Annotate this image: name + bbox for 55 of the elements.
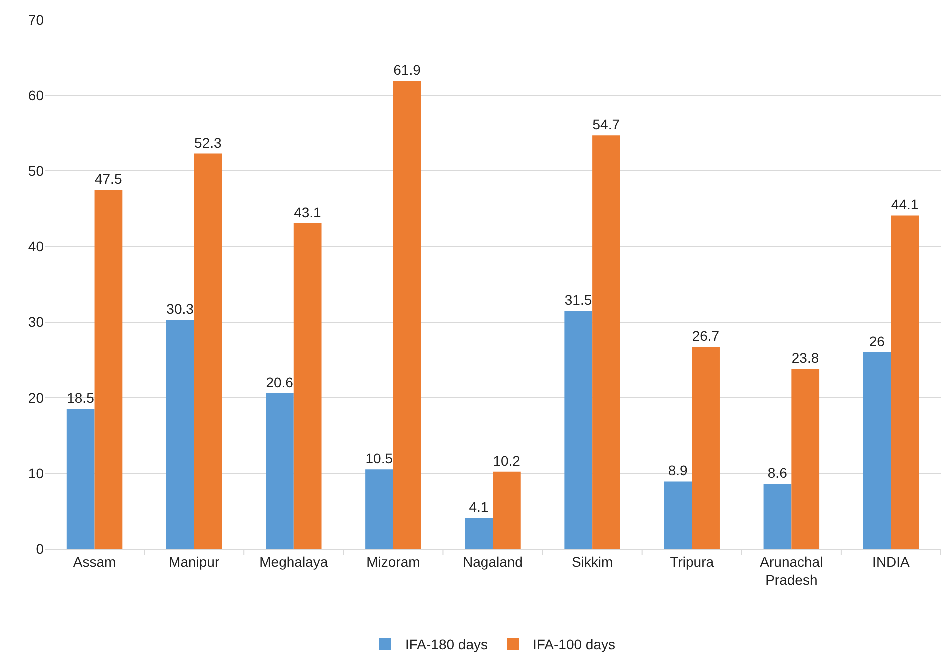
- bar: [493, 472, 521, 549]
- bar: [66, 409, 95, 549]
- data-label: 10.2: [493, 452, 521, 469]
- data-label: 52.3: [194, 134, 222, 151]
- data-label: 26: [869, 334, 886, 350]
- data-label: 8.9: [668, 462, 688, 479]
- bar: [393, 81, 422, 549]
- y-tick-label: 0: [36, 540, 44, 557]
- y-tick-label: 70: [28, 12, 44, 28]
- bar: [792, 369, 820, 549]
- x-tick-label: INDIA: [872, 554, 911, 570]
- bar: [294, 223, 322, 549]
- data-label: 43.1: [294, 204, 322, 220]
- data-label: 54.7: [592, 116, 620, 133]
- bar: [664, 482, 692, 549]
- x-tick-label: Tripura: [670, 554, 714, 570]
- legend-label: IFA-180 days: [406, 636, 488, 652]
- legend-label: IFA-100 days: [533, 636, 616, 652]
- x-tick-label: Mizoram: [366, 554, 420, 570]
- data-label: 47.5: [94, 171, 122, 188]
- data-label: 31.5: [564, 292, 592, 308]
- y-tick-label: 50: [28, 163, 44, 180]
- bar: [366, 470, 394, 549]
- bar: [764, 484, 792, 549]
- bar: [863, 352, 892, 549]
- data-label: 30.3: [166, 301, 194, 318]
- data-label: 18.5: [67, 390, 95, 406]
- y-tick-label: 60: [28, 87, 44, 104]
- data-label: 44.1: [891, 196, 919, 213]
- data-label: 8.6: [768, 465, 788, 482]
- bar: [266, 393, 294, 549]
- bar: [166, 320, 194, 549]
- x-tick-label: Meghalaya: [260, 554, 328, 570]
- x-tick-label: Sikkim: [572, 554, 614, 570]
- bar: [194, 154, 222, 549]
- bar: [592, 136, 620, 549]
- bar: [94, 190, 123, 549]
- bar: [891, 216, 920, 549]
- x-tick-label: Arunachal Pradesh: [760, 554, 824, 588]
- bar: [564, 310, 593, 549]
- data-label: 23.8: [792, 350, 820, 366]
- data-label: 4.1: [469, 499, 489, 516]
- bar: [465, 518, 493, 549]
- y-tick-label: 30: [28, 314, 44, 330]
- data-label: 26.7: [692, 328, 720, 344]
- data-label: 61.9: [394, 62, 422, 78]
- x-tick-label: Manipur: [169, 554, 220, 570]
- x-tick-label: Assam: [73, 554, 116, 570]
- y-tick-label: 40: [28, 238, 44, 255]
- x-tick-label: Nagaland: [463, 554, 523, 570]
- y-tick-label: 20: [28, 390, 44, 406]
- y-tick-label: 10: [28, 465, 44, 482]
- data-label: 20.6: [266, 374, 294, 390]
- data-label: 10.5: [366, 450, 394, 467]
- bar: [692, 347, 720, 549]
